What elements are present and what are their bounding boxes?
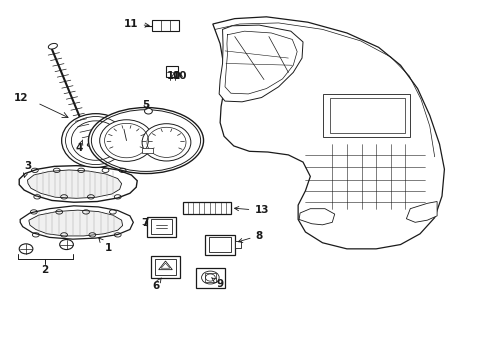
Ellipse shape — [144, 108, 152, 114]
Text: 5: 5 — [142, 100, 149, 110]
Polygon shape — [27, 170, 122, 198]
Text: 8: 8 — [238, 231, 262, 243]
Polygon shape — [219, 25, 303, 102]
Ellipse shape — [48, 44, 57, 49]
Polygon shape — [234, 241, 240, 248]
Text: 7: 7 — [141, 218, 148, 228]
Text: 12: 12 — [14, 93, 28, 103]
Ellipse shape — [88, 108, 203, 174]
Polygon shape — [166, 66, 178, 77]
Polygon shape — [183, 202, 230, 215]
Polygon shape — [406, 202, 436, 222]
Text: 6: 6 — [152, 278, 161, 291]
Text: 10: 10 — [166, 71, 181, 81]
Polygon shape — [155, 259, 176, 275]
Text: 2: 2 — [41, 265, 48, 275]
Ellipse shape — [87, 142, 94, 146]
Polygon shape — [152, 21, 178, 31]
Polygon shape — [212, 17, 444, 249]
Polygon shape — [195, 267, 224, 288]
Text: 9: 9 — [211, 278, 223, 289]
Ellipse shape — [201, 271, 219, 284]
Text: 3: 3 — [23, 161, 31, 177]
Ellipse shape — [60, 239, 73, 249]
Polygon shape — [142, 148, 153, 153]
Polygon shape — [151, 220, 172, 234]
Polygon shape — [147, 217, 176, 237]
Text: 4: 4 — [76, 140, 83, 153]
Polygon shape — [209, 237, 230, 252]
Polygon shape — [20, 206, 133, 239]
Text: 13: 13 — [234, 206, 268, 216]
Text: 1: 1 — [99, 238, 111, 253]
Text: 10: 10 — [173, 71, 187, 81]
Polygon shape — [322, 94, 409, 137]
Text: 11: 11 — [124, 19, 149, 29]
Polygon shape — [19, 166, 137, 202]
Ellipse shape — [19, 244, 33, 254]
Polygon shape — [205, 234, 234, 255]
Polygon shape — [299, 209, 334, 225]
Polygon shape — [29, 210, 122, 236]
Polygon shape — [329, 98, 405, 134]
Polygon shape — [151, 256, 180, 278]
Ellipse shape — [100, 120, 153, 161]
Ellipse shape — [142, 124, 190, 161]
Ellipse shape — [61, 114, 130, 167]
